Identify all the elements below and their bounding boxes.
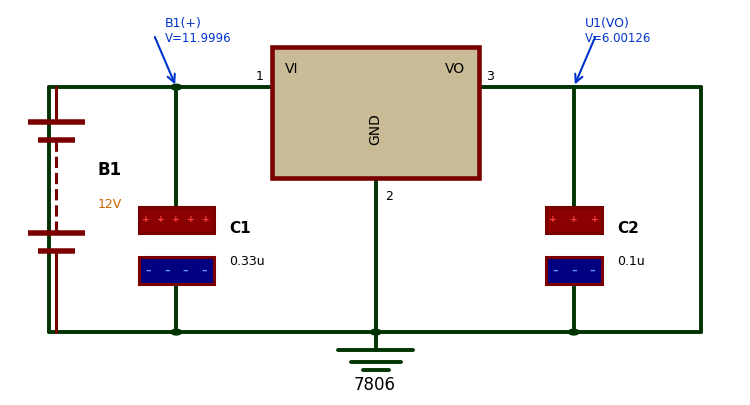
Bar (545, 257, 602, 284)
Text: 2: 2 (385, 190, 393, 203)
Text: –: – (553, 265, 558, 275)
Text: V=11.9996: V=11.9996 (165, 32, 232, 45)
Text: V=6.00126: V=6.00126 (585, 32, 651, 45)
Text: GND: GND (368, 113, 382, 145)
Text: –: – (183, 265, 188, 275)
Text: –: – (146, 265, 152, 275)
Text: C1: C1 (229, 221, 251, 237)
Text: U1(VO): U1(VO) (585, 17, 630, 30)
Text: –: – (571, 265, 577, 275)
Text: 3: 3 (486, 70, 494, 83)
Bar (272, 47, 478, 178)
Text: +: + (549, 215, 557, 224)
Bar (139, 207, 214, 233)
Text: VO: VO (445, 62, 465, 76)
Text: –: – (164, 265, 170, 275)
Text: +: + (158, 215, 165, 224)
Text: –: – (590, 265, 595, 275)
Text: +: + (142, 215, 150, 224)
Text: +: + (172, 215, 180, 224)
Bar (139, 257, 214, 284)
Text: 1: 1 (256, 70, 264, 83)
Text: 12V: 12V (98, 198, 122, 211)
Text: +: + (590, 215, 598, 224)
Text: 0.33u: 0.33u (229, 255, 264, 268)
Circle shape (171, 84, 182, 90)
Circle shape (171, 329, 182, 335)
Text: +: + (202, 215, 210, 224)
Text: B1: B1 (98, 161, 122, 179)
Text: –: – (201, 265, 207, 275)
Text: B1(+): B1(+) (165, 17, 202, 30)
Text: +: + (188, 215, 195, 224)
Text: +: + (570, 215, 578, 224)
Text: 7806: 7806 (354, 376, 396, 394)
Text: 0.1u: 0.1u (616, 255, 644, 268)
Bar (545, 207, 602, 233)
Circle shape (568, 329, 579, 335)
Circle shape (370, 329, 381, 335)
Text: C2: C2 (616, 221, 639, 237)
Text: VI: VI (285, 62, 298, 76)
